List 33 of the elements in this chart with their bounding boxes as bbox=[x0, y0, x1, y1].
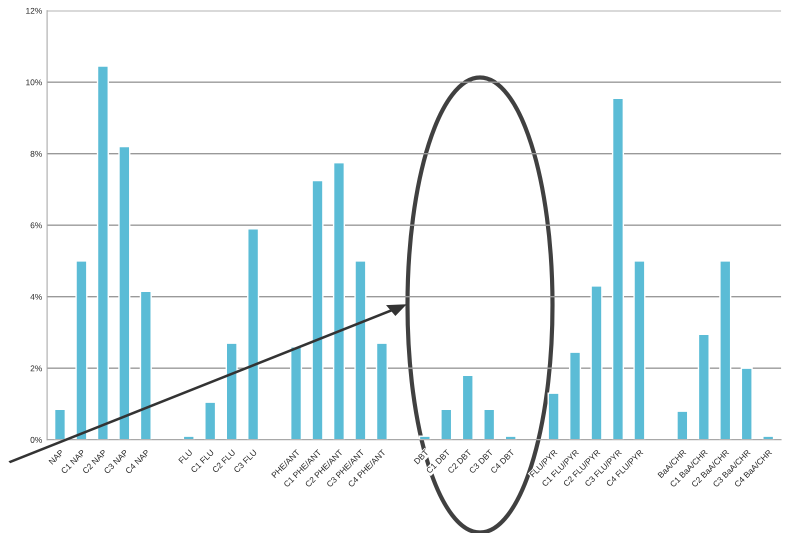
bar bbox=[354, 260, 366, 440]
bar bbox=[54, 408, 66, 440]
bar bbox=[633, 260, 646, 440]
bar bbox=[140, 290, 152, 440]
x-tick-label: FLU bbox=[178, 449, 193, 464]
bar bbox=[204, 401, 216, 440]
bar bbox=[247, 228, 260, 440]
y-tick-label: 0% bbox=[30, 436, 42, 443]
y-tick-label: 12% bbox=[26, 8, 42, 14]
bar bbox=[96, 65, 109, 440]
bar bbox=[612, 98, 624, 440]
bar bbox=[440, 408, 452, 440]
bar bbox=[118, 146, 130, 440]
bar bbox=[483, 408, 496, 440]
bar bbox=[676, 410, 688, 440]
y-tick-label: 4% bbox=[30, 294, 42, 300]
bar bbox=[719, 260, 732, 440]
y-tick-label: 8% bbox=[30, 150, 42, 157]
bar bbox=[548, 392, 560, 440]
y-tick-label: 2% bbox=[30, 365, 42, 372]
bar bbox=[332, 162, 346, 440]
bar bbox=[568, 351, 582, 440]
bar bbox=[311, 180, 324, 440]
bar bbox=[740, 368, 753, 440]
bar bbox=[290, 346, 302, 440]
bar bbox=[590, 285, 603, 440]
y-tick-label: 10% bbox=[26, 79, 42, 86]
bar bbox=[376, 342, 388, 440]
bar bbox=[462, 374, 474, 440]
bar bbox=[75, 260, 88, 440]
bar bbox=[698, 334, 710, 440]
bar bbox=[226, 342, 238, 440]
y-tick-label: 6% bbox=[30, 222, 42, 228]
